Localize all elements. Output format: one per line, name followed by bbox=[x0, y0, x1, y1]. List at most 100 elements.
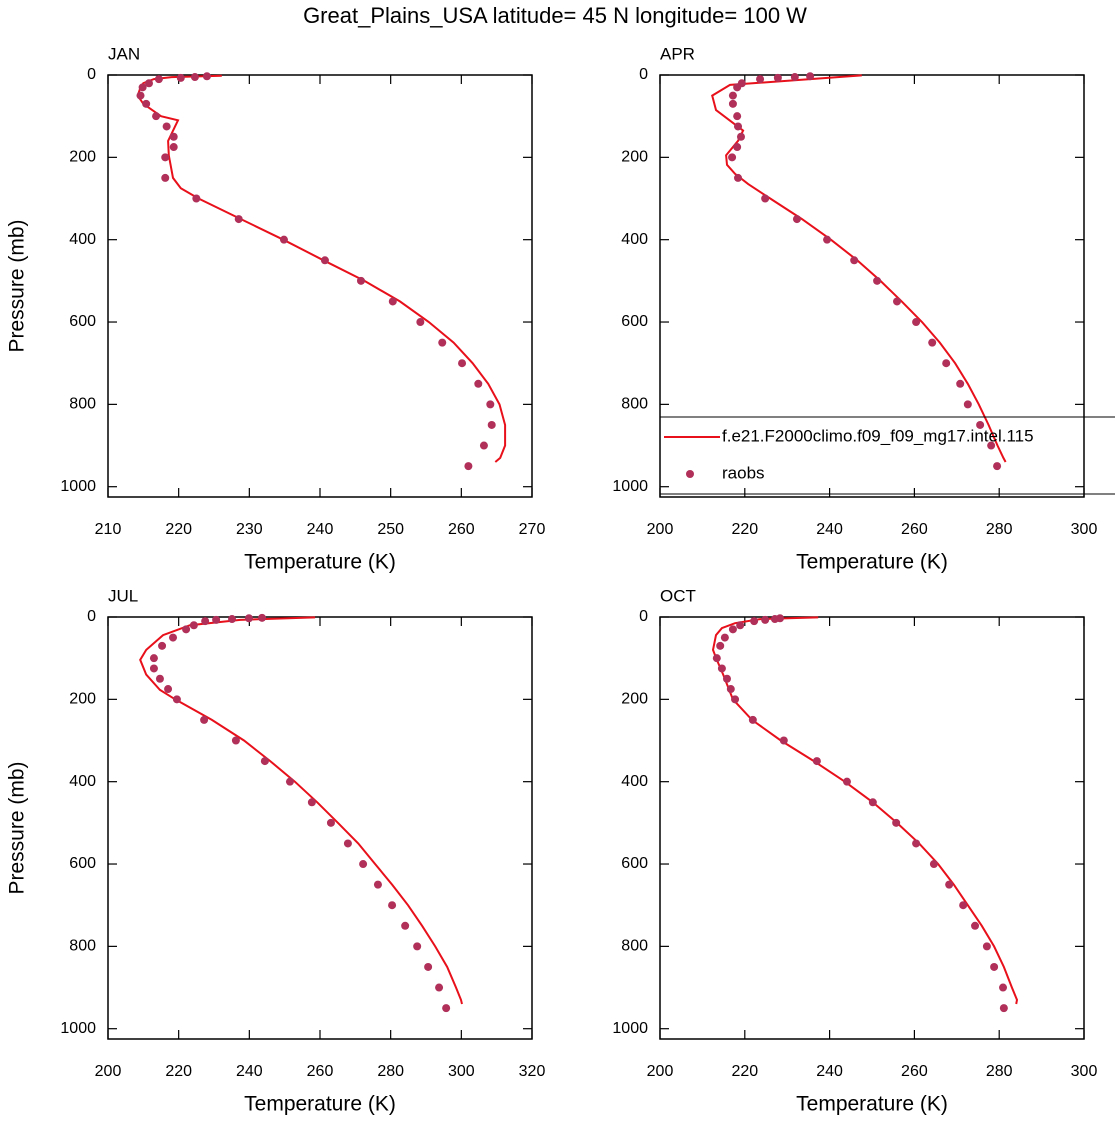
obs-point bbox=[279, 235, 288, 244]
obs-point bbox=[779, 736, 788, 745]
obs-point bbox=[373, 880, 382, 889]
x-tick-label: 260 bbox=[448, 521, 475, 538]
obs-point bbox=[169, 132, 178, 141]
obs-point bbox=[307, 798, 316, 807]
obs-point bbox=[982, 942, 991, 951]
y-tick-label: 1000 bbox=[60, 478, 96, 495]
x-tick-label: 260 bbox=[901, 1063, 928, 1080]
obs-point bbox=[761, 615, 770, 624]
x-tick-label: 200 bbox=[647, 521, 674, 538]
obs-point bbox=[343, 839, 352, 848]
obs-point bbox=[761, 194, 770, 203]
obs-point bbox=[728, 153, 737, 162]
x-axis-title: Temperature (K) bbox=[796, 551, 948, 574]
obs-point bbox=[873, 276, 882, 285]
x-tick-label: 250 bbox=[377, 521, 404, 538]
obs-point bbox=[244, 614, 253, 623]
obs-point bbox=[320, 256, 329, 265]
obs-point bbox=[161, 173, 170, 182]
obs-point bbox=[717, 664, 726, 673]
x-tick-label: 220 bbox=[165, 521, 192, 538]
obs-point bbox=[149, 654, 158, 663]
y-tick-label: 800 bbox=[621, 396, 648, 413]
obs-point bbox=[728, 99, 737, 108]
obs-point bbox=[912, 318, 921, 327]
obs-point bbox=[260, 757, 269, 766]
y-tick-label: 0 bbox=[639, 66, 648, 83]
y-tick-label: 400 bbox=[621, 231, 648, 248]
obs-point bbox=[726, 685, 735, 694]
x-tick-label: 210 bbox=[95, 521, 122, 538]
obs-point bbox=[190, 73, 199, 82]
x-tick-label: 300 bbox=[448, 1063, 475, 1080]
obs-point bbox=[231, 736, 240, 745]
obs-point bbox=[728, 625, 737, 634]
obs-point bbox=[474, 379, 483, 388]
obs-point bbox=[228, 615, 237, 624]
obs-point bbox=[850, 256, 859, 265]
obs-point bbox=[731, 695, 740, 704]
obs-point bbox=[942, 359, 951, 368]
obs-point bbox=[326, 818, 335, 827]
model-line bbox=[136, 74, 507, 463]
obs-point bbox=[486, 400, 495, 409]
y-tick-label: 200 bbox=[621, 149, 648, 166]
y-tick-label: 600 bbox=[69, 855, 96, 872]
obs-point bbox=[756, 75, 765, 84]
obs-point bbox=[162, 122, 171, 131]
x-tick-label: 220 bbox=[165, 1063, 192, 1080]
y-tick-label: 800 bbox=[621, 938, 648, 955]
y-tick-label: 800 bbox=[69, 396, 96, 413]
x-axis-title: Temperature (K) bbox=[244, 1093, 396, 1116]
x-tick-label: 280 bbox=[986, 521, 1013, 538]
obs-point bbox=[413, 942, 422, 951]
x-tick-label: 220 bbox=[731, 1063, 758, 1080]
y-tick-label: 1000 bbox=[60, 1020, 96, 1037]
obs-point bbox=[993, 462, 1002, 471]
obs-point bbox=[155, 674, 164, 683]
panel-title: JUL bbox=[108, 586, 138, 605]
obs-point bbox=[158, 641, 167, 650]
obs-point bbox=[790, 73, 799, 82]
panel: JAN 210 220 230 240 250 260 270 0 200 400 600 800 100… bbox=[6, 44, 546, 573]
x-tick-label: 280 bbox=[986, 1063, 1013, 1080]
obs-point bbox=[388, 297, 397, 306]
obs-point bbox=[388, 901, 397, 910]
y-axis-title: Pressure (mb) bbox=[6, 761, 29, 894]
y-tick-label: 200 bbox=[69, 691, 96, 708]
obs-point bbox=[971, 921, 980, 930]
obs-point bbox=[416, 318, 425, 327]
obs-point bbox=[201, 617, 210, 626]
y-tick-label: 600 bbox=[621, 313, 648, 330]
obs-point bbox=[999, 983, 1008, 992]
y-tick-label: 0 bbox=[639, 608, 648, 625]
legend-label: f.e21.F2000climo.f09_f09_mg17.intel.115 bbox=[722, 426, 1034, 445]
obs-point bbox=[842, 777, 851, 786]
obs-point bbox=[712, 654, 721, 663]
obs-point bbox=[176, 73, 185, 82]
panel-title: OCT bbox=[660, 586, 696, 605]
obs-point bbox=[812, 757, 821, 766]
legend-label: raobs bbox=[722, 463, 765, 482]
obs-point bbox=[893, 297, 902, 306]
obs-point bbox=[733, 112, 742, 121]
y-tick-label: 1000 bbox=[612, 1020, 648, 1037]
obs-point bbox=[458, 359, 467, 368]
x-tick-label: 320 bbox=[519, 1063, 546, 1080]
obs-point bbox=[169, 633, 178, 642]
y-axis-title: Pressure (mb) bbox=[6, 219, 29, 352]
obs-point bbox=[912, 839, 921, 848]
y-tick-label: 200 bbox=[69, 149, 96, 166]
obs-point bbox=[435, 983, 444, 992]
model-line bbox=[711, 74, 1007, 463]
figure-title: Great_Plains_USA latitude= 45 N longitud… bbox=[303, 3, 807, 28]
obs-point bbox=[136, 91, 145, 100]
x-tick-label: 300 bbox=[1071, 521, 1098, 538]
obs-point bbox=[164, 685, 173, 694]
obs-point bbox=[401, 921, 410, 930]
x-tick-label: 260 bbox=[307, 1063, 334, 1080]
obs-point bbox=[438, 338, 447, 347]
obs-point bbox=[154, 75, 163, 84]
y-tick-label: 400 bbox=[69, 231, 96, 248]
